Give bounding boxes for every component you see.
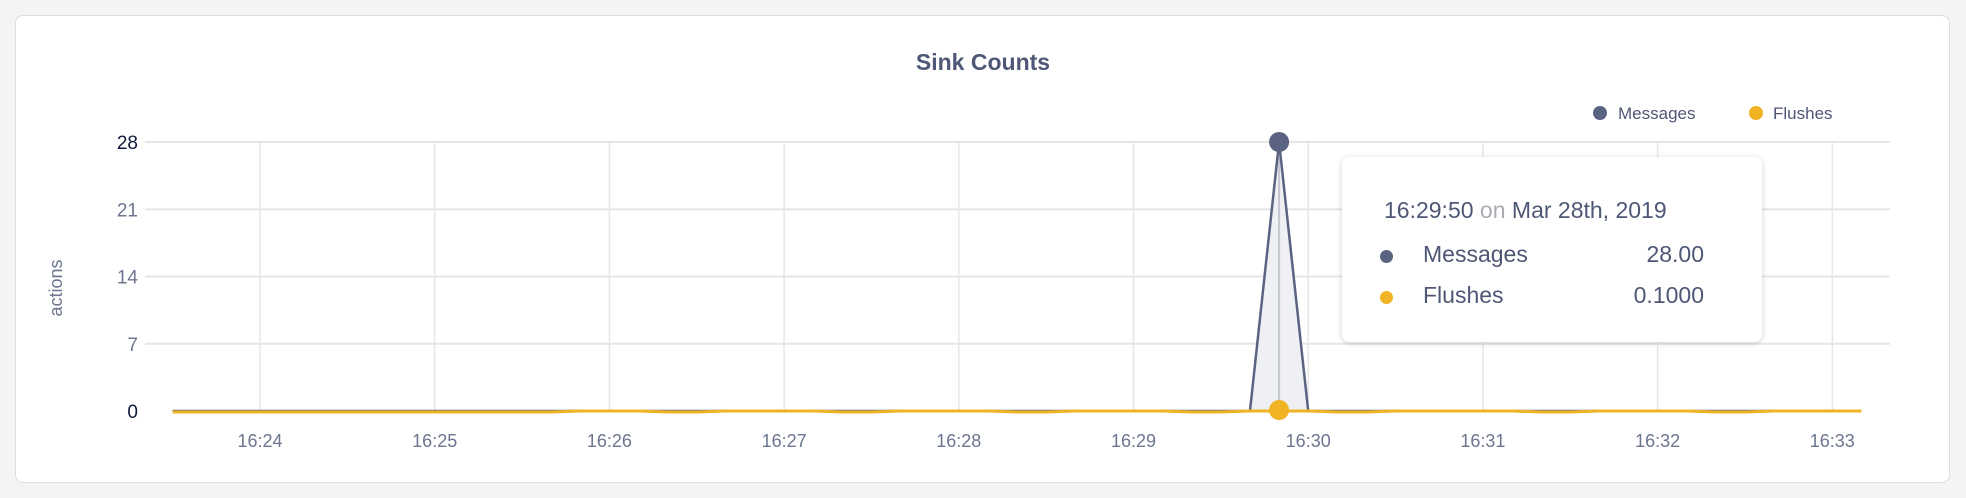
legend-label: Messages bbox=[1618, 104, 1695, 123]
x-tick-label: 16:26 bbox=[587, 431, 632, 451]
chart-title: Sink Counts bbox=[916, 49, 1050, 75]
tooltip-time: 16:29:50 bbox=[1384, 197, 1474, 223]
tooltip-label: Messages bbox=[1423, 241, 1528, 267]
x-tick-label: 16:27 bbox=[762, 431, 807, 451]
tooltip-value: 28.00 bbox=[1646, 241, 1704, 267]
tooltip: 16:29:50 on Mar 28th, 2019 Messages 28.0… bbox=[1342, 157, 1762, 342]
flushes-hover-point bbox=[1269, 400, 1290, 421]
tooltip-label: Flushes bbox=[1423, 282, 1504, 308]
x-tick-label: 16:24 bbox=[237, 431, 282, 451]
x-tick-label: 16:31 bbox=[1460, 431, 1505, 451]
tooltip-value: 0.1000 bbox=[1633, 282, 1704, 308]
messages-hover-point bbox=[1269, 132, 1290, 152]
legend-label: Flushes bbox=[1773, 104, 1833, 123]
x-tick-label: 16:32 bbox=[1635, 431, 1680, 451]
x-tick-label: 16:33 bbox=[1810, 431, 1855, 451]
y-tick-label: 14 bbox=[117, 268, 139, 289]
y-tick-label: 28 bbox=[117, 133, 138, 154]
x-tick-label: 16:29 bbox=[1111, 431, 1156, 451]
x-tick-label: 16:30 bbox=[1286, 431, 1331, 451]
x-tick-label: 16:28 bbox=[936, 431, 981, 451]
legend-flushes-dot-icon bbox=[1749, 106, 1763, 120]
y-tick-label: 0 bbox=[127, 402, 138, 423]
y-axis-label: actions bbox=[46, 259, 66, 316]
tooltip-row-messages: Messages 28.00 bbox=[1380, 241, 1704, 271]
tooltip-datetime: 16:29:50 on Mar 28th, 2019 bbox=[1384, 197, 1667, 224]
messages-dot-icon bbox=[1380, 250, 1393, 263]
tooltip-row-flushes: Flushes 0.1000 bbox=[1380, 282, 1704, 312]
flushes-dot-icon bbox=[1380, 291, 1393, 304]
x-tick-label: 16:25 bbox=[412, 431, 457, 451]
y-tick-label: 7 bbox=[127, 335, 138, 356]
tooltip-on: on bbox=[1479, 197, 1506, 223]
legend-messages-dot-icon bbox=[1593, 106, 1607, 120]
y-tick-label: 21 bbox=[117, 200, 138, 221]
tooltip-date: Mar 28th, 2019 bbox=[1511, 197, 1667, 223]
flushes-line bbox=[172, 409, 1862, 414]
